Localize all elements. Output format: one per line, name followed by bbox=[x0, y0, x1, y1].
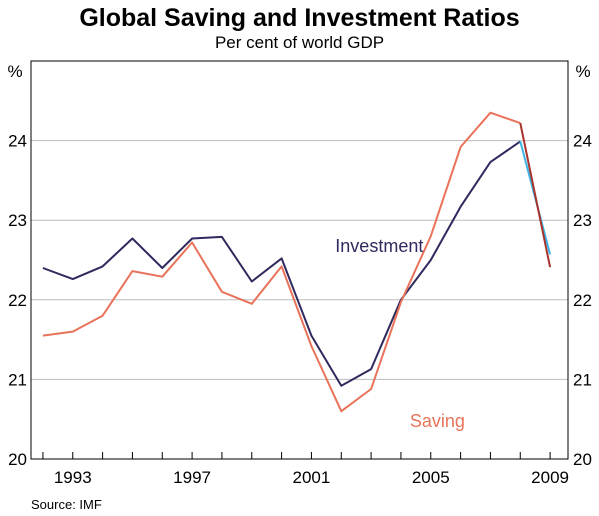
ylabel-left: % bbox=[7, 62, 22, 81]
series-forecast-saving bbox=[519, 122, 552, 268]
ytick-left-23: 23 bbox=[8, 211, 27, 230]
annotation-saving: Saving bbox=[410, 411, 465, 431]
ytick-right-24: 24 bbox=[573, 132, 592, 151]
xtick-label-1993: 1993 bbox=[54, 468, 92, 487]
annotation-investment: Investment bbox=[335, 236, 423, 256]
ytick-left-20: 20 bbox=[8, 450, 27, 469]
xtick-label-2009: 2009 bbox=[531, 468, 569, 487]
ytick-right-22: 22 bbox=[573, 291, 592, 310]
chart-title: Global Saving and Investment Ratios bbox=[79, 4, 520, 32]
xtick-label-1997: 1997 bbox=[173, 468, 211, 487]
ytick-right-20: 20 bbox=[573, 450, 592, 469]
ytick-left-21: 21 bbox=[8, 370, 27, 389]
series-line-investment bbox=[42, 140, 521, 387]
xtick-label-2001: 2001 bbox=[293, 468, 331, 487]
ytick-left-24: 24 bbox=[8, 132, 27, 151]
series-line-saving bbox=[42, 111, 521, 413]
plot-frame bbox=[30, 60, 569, 460]
source-note: Source: IMF bbox=[31, 497, 102, 512]
ytick-left-22: 22 bbox=[8, 291, 27, 310]
ytick-right-21: 21 bbox=[573, 370, 592, 389]
ytick-right-23: 23 bbox=[573, 211, 592, 230]
chart-subtitle: Per cent of world GDP bbox=[214, 33, 385, 52]
ylabel-right: % bbox=[575, 62, 590, 81]
xtick-label-2005: 2005 bbox=[412, 468, 450, 487]
